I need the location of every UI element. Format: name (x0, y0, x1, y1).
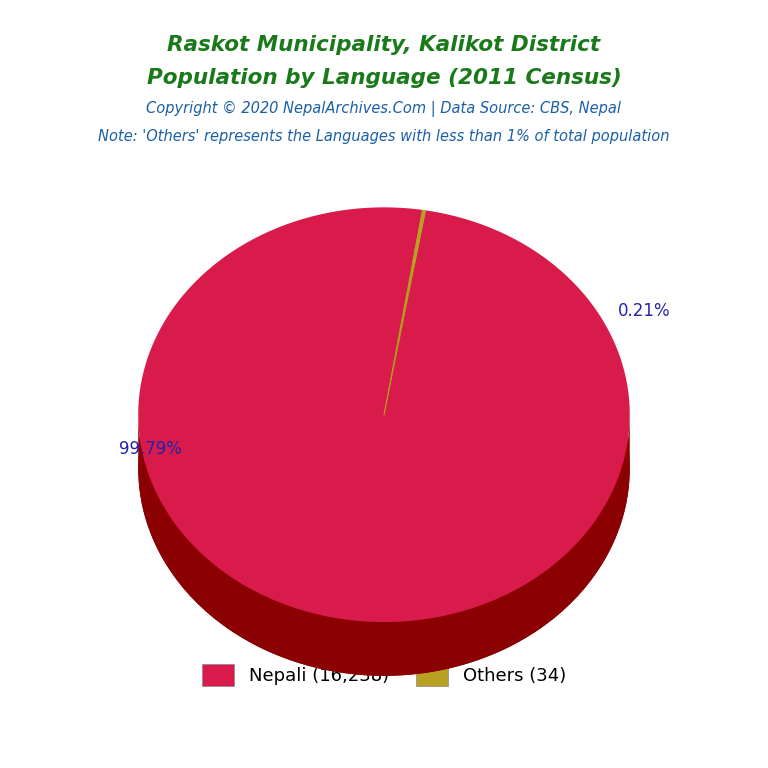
Text: Population by Language (2011 Census): Population by Language (2011 Census) (147, 68, 621, 88)
Text: Note: 'Others' represents the Languages with less than 1% of total population: Note: 'Others' represents the Languages … (98, 129, 670, 144)
Legend: Nepali (16,238), Others (34): Nepali (16,238), Others (34) (194, 657, 574, 694)
Text: Copyright © 2020 NepalArchives.Com | Data Source: CBS, Nepal: Copyright © 2020 NepalArchives.Com | Dat… (147, 101, 621, 117)
Text: 99.79%: 99.79% (119, 440, 182, 458)
Text: 0.21%: 0.21% (618, 302, 671, 320)
Text: Raskot Municipality, Kalikot District: Raskot Municipality, Kalikot District (167, 35, 601, 55)
